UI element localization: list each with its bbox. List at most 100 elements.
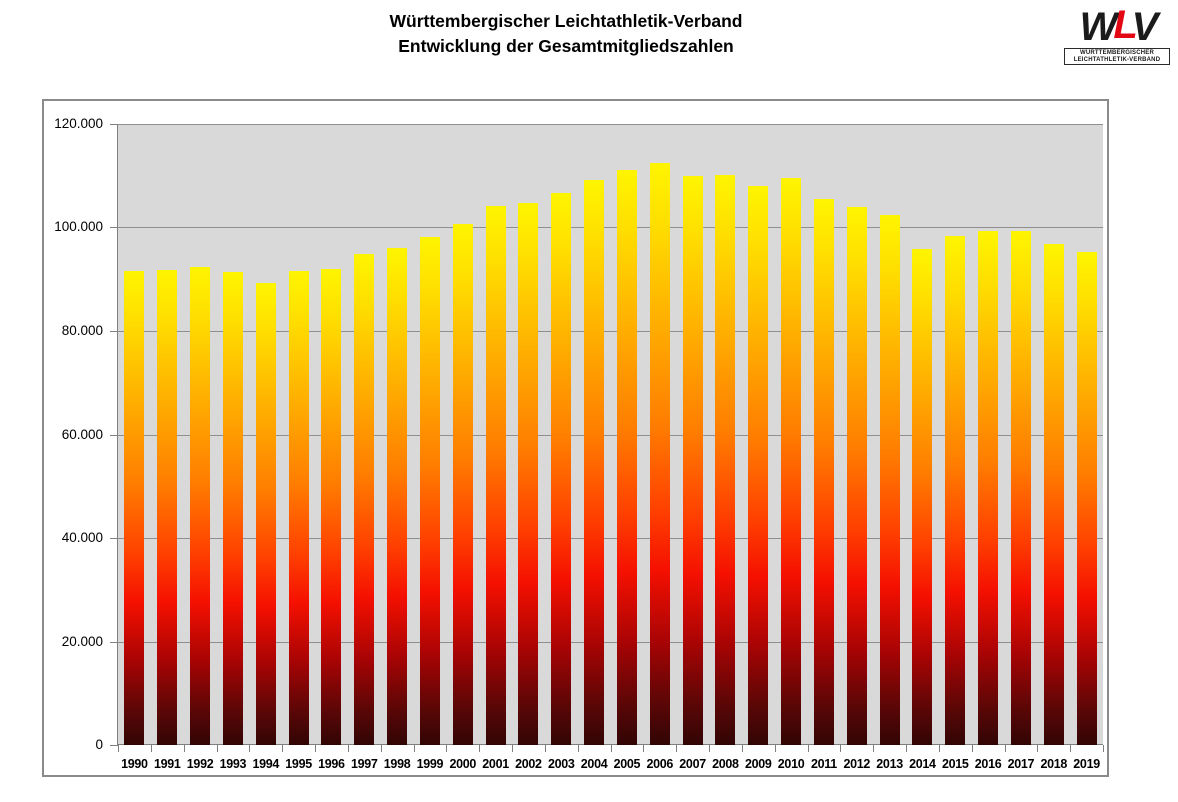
x-axis-tick xyxy=(1037,745,1038,752)
logo-caption-line-1: WÜRTTEMBERGISCHER xyxy=(1079,50,1155,56)
x-axis-tick xyxy=(840,745,841,752)
x-axis-label-2016: 2016 xyxy=(974,757,1002,771)
x-axis-tick xyxy=(906,745,907,752)
x-axis-tick xyxy=(611,745,612,752)
x-axis-tick xyxy=(578,745,579,752)
x-axis-label-2000: 2000 xyxy=(449,757,477,771)
bar-2019 xyxy=(1076,252,1097,745)
bar-1996 xyxy=(321,269,342,745)
x-axis-tick xyxy=(118,745,119,752)
chart-title-line-1: Württembergischer Leichtathletik-Verband xyxy=(389,11,743,31)
x-axis-tick xyxy=(217,745,218,752)
x-axis-label-2013: 2013 xyxy=(876,757,903,771)
x-axis-label-2014: 2014 xyxy=(909,757,936,771)
logo-caption-line-2: LEICHTATHLETIK-VERBAND xyxy=(1073,56,1161,63)
x-axis-tick xyxy=(676,745,677,752)
y-axis-tick xyxy=(110,124,118,125)
bar-2016 xyxy=(978,231,999,745)
x-axis-tick xyxy=(184,745,185,752)
y-axis-label: 40.000 xyxy=(61,530,103,545)
bar-1998 xyxy=(387,248,408,745)
x-axis-label-1998: 1998 xyxy=(383,757,411,771)
wlv-logo: WLV WÜRTTEMBERGISCHER LEICHTATHLETIK-VER… xyxy=(1064,4,1170,65)
x-axis-tick xyxy=(151,745,152,752)
logo-letter-w: W xyxy=(1079,5,1118,49)
x-axis-tick xyxy=(873,745,874,752)
gridline-80.000 xyxy=(118,331,1103,332)
x-axis-tick xyxy=(282,745,283,752)
bar-1994 xyxy=(255,283,276,745)
x-axis-tick xyxy=(939,745,940,752)
y-axis-tick xyxy=(110,435,118,436)
x-axis-tick xyxy=(414,745,415,752)
y-axis-tick xyxy=(110,745,118,746)
x-axis-tick xyxy=(545,745,546,752)
x-axis-tick xyxy=(643,745,644,752)
x-axis-tick xyxy=(446,745,447,752)
bar-1997 xyxy=(354,254,375,745)
bar-2015 xyxy=(945,236,966,745)
bar-2008 xyxy=(715,175,736,745)
gridline-40.000 xyxy=(118,538,1103,539)
x-axis-label-2012: 2012 xyxy=(843,757,871,771)
x-axis-label-1993: 1993 xyxy=(219,757,247,771)
bar-1990 xyxy=(124,271,145,745)
gridline-100.000 xyxy=(118,227,1103,228)
x-axis-label-2018: 2018 xyxy=(1040,757,1068,771)
y-axis-tick xyxy=(110,227,118,228)
x-axis-tick xyxy=(808,745,809,752)
bar-1991 xyxy=(157,270,178,745)
x-axis-label-2004: 2004 xyxy=(580,757,608,771)
x-axis-label-2007: 2007 xyxy=(679,757,706,771)
gridline-60.000 xyxy=(118,435,1103,436)
x-axis-label-1997: 1997 xyxy=(350,757,378,771)
bar-2003 xyxy=(551,193,572,745)
x-axis-label-1996: 1996 xyxy=(318,757,345,771)
plot-area xyxy=(118,124,1103,745)
x-axis-label-2005: 2005 xyxy=(613,757,641,771)
bar-2009 xyxy=(748,186,769,745)
bar-2007 xyxy=(682,176,703,745)
x-axis-tick xyxy=(315,745,316,752)
y-axis-label: 60.000 xyxy=(61,427,103,442)
x-axis-label-1992: 1992 xyxy=(186,757,214,771)
bar-2005 xyxy=(616,170,637,745)
bar-2013 xyxy=(879,215,900,745)
bar-2004 xyxy=(584,180,605,745)
bar-2006 xyxy=(649,163,670,745)
y-axis-tick xyxy=(110,642,118,643)
x-axis-tick xyxy=(742,745,743,752)
wlv-logo-caption: WÜRTTEMBERGISCHER LEICHTATHLETIK-VERBAND xyxy=(1064,48,1170,65)
x-axis-label-2006: 2006 xyxy=(646,757,674,771)
chart-title: Württembergischer Leichtathletik-Verband… xyxy=(0,9,1132,59)
bar-2018 xyxy=(1043,244,1064,745)
x-axis-tick xyxy=(1070,745,1071,752)
bar-2001 xyxy=(485,206,506,745)
bar-1992 xyxy=(190,267,211,745)
x-axis-label-2001: 2001 xyxy=(482,757,509,771)
logo-letter-v: V xyxy=(1131,5,1159,49)
x-axis-label-2015: 2015 xyxy=(941,757,969,771)
x-axis-label-2009: 2009 xyxy=(744,757,772,771)
x-axis-label-1994: 1994 xyxy=(252,757,280,771)
x-axis-label-2019: 2019 xyxy=(1073,757,1100,771)
y-axis-label: 20.000 xyxy=(61,634,103,649)
x-axis-tick xyxy=(972,745,973,752)
bar-2000 xyxy=(452,224,473,745)
x-axis-tick xyxy=(1005,745,1006,752)
chart-title-line-2: Entwicklung der Gesamtmitgliedszahlen xyxy=(398,36,734,56)
x-axis-label-2011: 2011 xyxy=(810,757,837,771)
y-axis-tick xyxy=(110,331,118,332)
x-axis-tick xyxy=(1103,745,1104,752)
x-axis-label-1999: 1999 xyxy=(416,757,444,771)
bar-1999 xyxy=(419,237,440,745)
bar-2010 xyxy=(781,178,802,745)
wlv-logo-monogram: WLV xyxy=(1064,4,1170,49)
y-axis-label: 120.000 xyxy=(54,116,103,131)
x-axis-label-2008: 2008 xyxy=(712,757,739,771)
x-axis-label-2017: 2017 xyxy=(1007,757,1035,771)
gridline-120.000 xyxy=(118,124,1103,125)
gridline-20.000 xyxy=(118,642,1103,643)
x-axis-tick xyxy=(775,745,776,752)
